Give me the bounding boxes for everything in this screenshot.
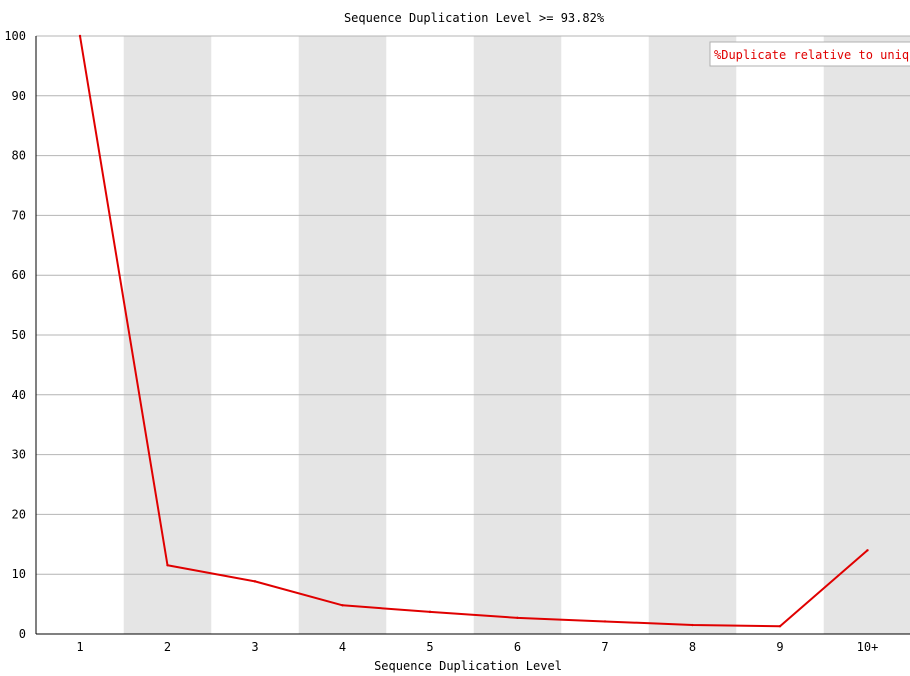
y-tick-label: 50 <box>12 328 26 342</box>
data-point <box>78 34 82 38</box>
data-point <box>341 604 344 607</box>
y-tick-label: 90 <box>12 89 26 103</box>
x-tick-label: 5 <box>426 640 433 654</box>
x-tick-label: 6 <box>514 640 521 654</box>
y-tick-label: 40 <box>12 388 26 402</box>
legend-label: %Duplicate relative to unique <box>714 48 910 62</box>
y-tick-label: 10 <box>12 567 26 581</box>
y-tick-label: 70 <box>12 208 26 222</box>
legend: %Duplicate relative to unique <box>709 41 910 67</box>
x-tick-label: 4 <box>339 640 346 654</box>
legend-box <box>709 41 910 67</box>
data-point <box>253 580 257 583</box>
data-point <box>691 623 694 627</box>
x-tick-label: 3 <box>251 640 258 654</box>
y-tick-label: 0 <box>19 627 26 641</box>
data-point <box>166 564 169 567</box>
y-tick-labels: 0 10 20 30 40 50 60 70 80 90 100 <box>4 29 26 641</box>
series-group <box>78 34 869 628</box>
axes <box>35 36 910 635</box>
x-tick-label: 2 <box>164 640 171 654</box>
gridlines <box>36 35 910 575</box>
x-tick-labels: 1 2 3 4 5 6 7 8 9 10+ <box>76 640 878 654</box>
x-tick-label: 9 <box>776 640 783 654</box>
chart-title: Sequence Duplication Level >= 93.82% <box>344 11 605 25</box>
y-tick-label: 80 <box>12 149 26 163</box>
data-point <box>428 610 432 614</box>
data-point <box>778 625 782 628</box>
y-tick-label: 100 <box>4 29 26 43</box>
x-axis-label: Sequence Duplication Level <box>374 659 562 673</box>
series-line <box>79 35 869 628</box>
data-point <box>866 549 869 552</box>
x-tick-label: 1 <box>76 640 83 654</box>
y-tick-label: 20 <box>12 507 26 521</box>
x-tick-label: 8 <box>689 640 696 654</box>
data-point <box>516 616 519 620</box>
x-tick-label: 10+ <box>857 640 879 654</box>
y-tick-label: 60 <box>12 268 26 282</box>
y-tick-label: 30 <box>12 448 26 462</box>
data-point <box>603 620 607 623</box>
x-tick-label: 7 <box>601 640 608 654</box>
